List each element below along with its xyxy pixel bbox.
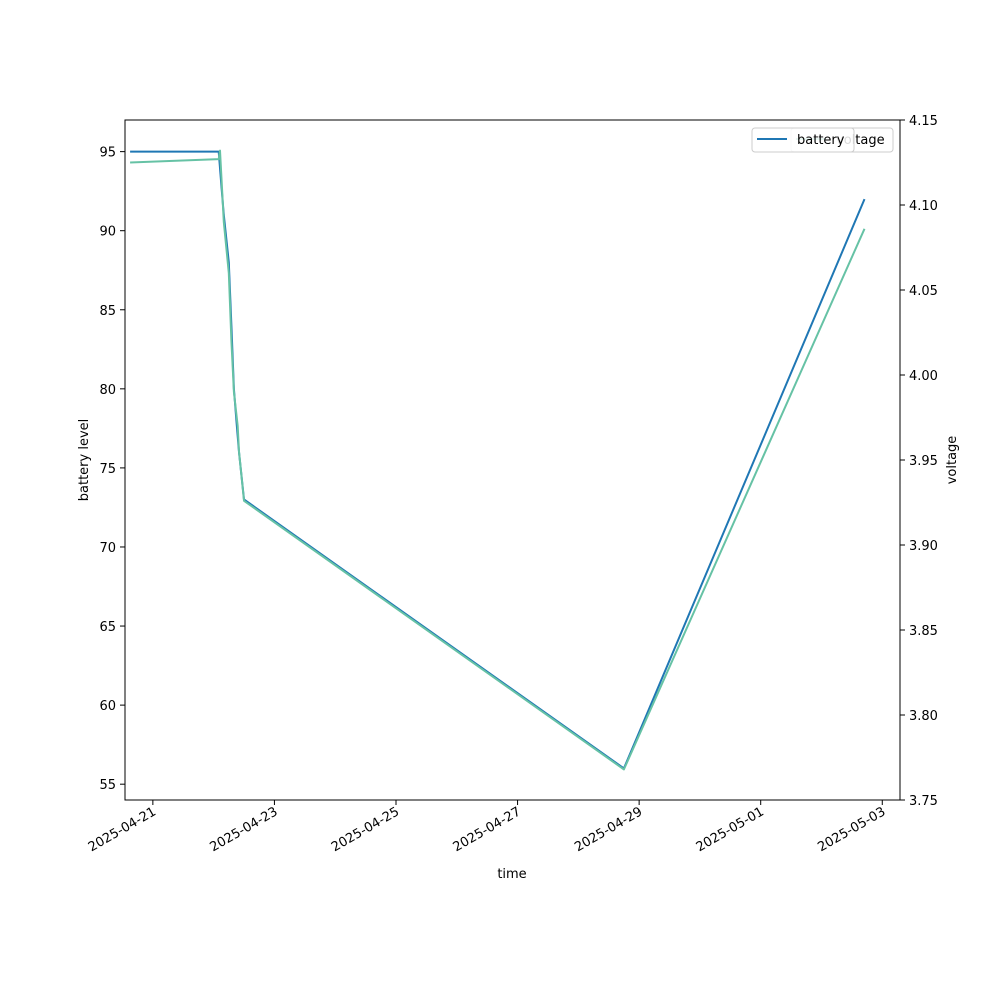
x-tick-label: 2025-04-27 [451, 804, 524, 855]
y-left-tick-label: 70 [99, 541, 116, 556]
x-tick-label: 2025-05-01 [694, 804, 767, 855]
y-left-tick-label: 60 [99, 699, 116, 714]
y-left-tick-label: 85 [99, 304, 116, 319]
y-right-tick-label: 3.90 [909, 539, 938, 554]
legend-battery-label: battery [797, 133, 845, 148]
y-right-tick-label: 4.15 [909, 114, 938, 129]
y-left-tick-label: 55 [99, 778, 116, 793]
y-left-axis-label: battery level [77, 419, 92, 502]
y-right-tick-label: 4.00 [909, 369, 938, 384]
y-left-tick-label: 75 [99, 462, 116, 477]
x-axis-label: time [497, 867, 526, 882]
series-line-voltage [130, 149, 866, 771]
y-left-tick-label: 95 [99, 146, 116, 161]
y-right-tick-label: 4.10 [909, 199, 938, 214]
y-left-tick-label: 90 [99, 225, 116, 240]
y-right-axis-ticks: 3.75 3.80 3.85 3.90 3.95 4.00 4.05 4.10 4.15 [900, 114, 938, 809]
y-right-tick-label: 4.05 [909, 284, 938, 299]
y-left-tick-label: 80 [99, 383, 116, 398]
x-axis-ticks: 2025-04-21 2025-04-23 2025-04-25 2025-04-27… [86, 800, 888, 855]
y-right-axis-label: voltage [945, 436, 960, 485]
legend-battery: battery [751, 127, 855, 153]
y-right-tick-label: 3.80 [909, 709, 938, 724]
x-tick-label: 2025-04-21 [86, 804, 159, 855]
x-tick-label: 2025-04-29 [572, 804, 645, 855]
x-tick-label: 2025-05-03 [815, 804, 888, 855]
y-left-axis-ticks: 55 60 65 70 75 80 85 90 95 [99, 146, 125, 793]
x-tick-label: 2025-04-23 [207, 804, 280, 855]
y-right-tick-label: 3.85 [909, 624, 938, 639]
plot-frame [124, 119, 901, 801]
y-left-tick-label: 65 [99, 620, 116, 635]
y-right-tick-label: 3.95 [909, 454, 938, 469]
y-right-tick-label: 3.75 [909, 794, 938, 809]
x-tick-label: 2025-04-25 [329, 804, 402, 855]
plot-lines [130, 149, 866, 771]
